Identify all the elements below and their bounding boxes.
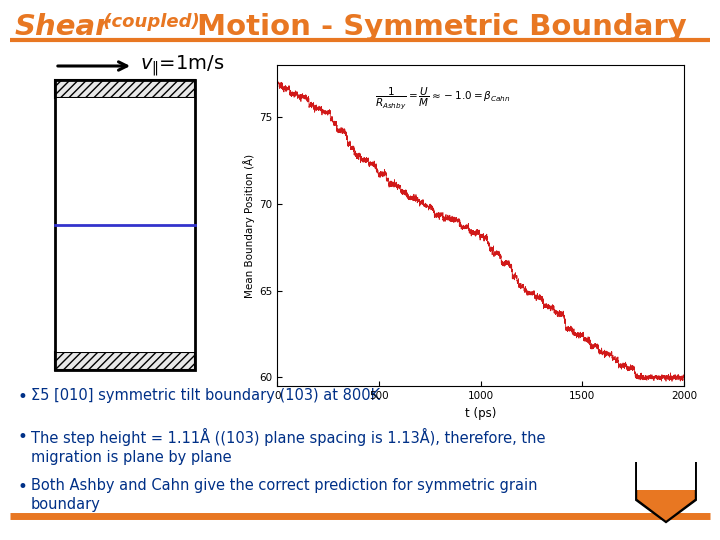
- Polygon shape: [637, 490, 695, 521]
- Bar: [55, 80, 195, 370]
- Text: $\dfrac{1}{R_{Ashby}} = \dfrac{U}{M} \approx -1.0 = \beta_{Cahn}$: $\dfrac{1}{R_{Ashby}} = \dfrac{U}{M} \ap…: [375, 86, 510, 111]
- Text: The step height = 1.11Å ((103) plane spacing is 1.13Å), therefore, the
migration: The step height = 1.11Å ((103) plane spa…: [31, 428, 546, 465]
- Text: (coupled): (coupled): [97, 13, 199, 31]
- Text: Motion - Symmetric Boundary: Motion - Symmetric Boundary: [187, 13, 687, 41]
- Text: •: •: [18, 478, 28, 496]
- Text: $v_{\Vert}$=1m/s: $v_{\Vert}$=1m/s: [140, 53, 225, 78]
- Text: •: •: [18, 428, 28, 446]
- Text: •: •: [18, 388, 28, 406]
- Bar: [55, 80, 195, 98]
- Text: Σ5 [010] symmetric tilt boundary (103) at 800K: Σ5 [010] symmetric tilt boundary (103) a…: [31, 388, 380, 403]
- Polygon shape: [636, 462, 696, 523]
- Polygon shape: [637, 462, 695, 490]
- Text: Both Ashby and Cahn give the correct prediction for symmetric grain
boundary: Both Ashby and Cahn give the correct pre…: [31, 478, 538, 512]
- X-axis label: t (ps): t (ps): [465, 407, 496, 420]
- Text: Shear: Shear: [15, 13, 110, 41]
- Y-axis label: Mean Boundary Position (Å): Mean Boundary Position (Å): [243, 153, 255, 298]
- Bar: [55, 352, 195, 370]
- Bar: [55, 98, 195, 352]
